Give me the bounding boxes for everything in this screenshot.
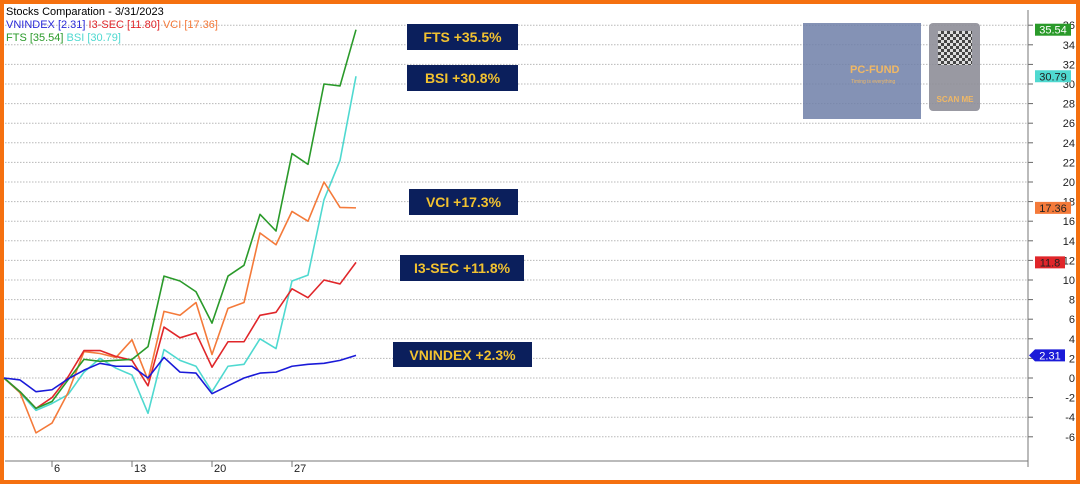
y-tick-label: 34 xyxy=(1063,40,1075,52)
pc-fund-logo xyxy=(803,23,921,119)
legend-bsi: BSI [30.79] xyxy=(66,32,121,44)
last-value-tag xyxy=(1035,23,1071,36)
series-line-fts xyxy=(3,29,357,410)
last-value-label: 30.79 xyxy=(1039,71,1067,83)
x-tick-label: 6 xyxy=(54,463,60,475)
series-line-vnindex xyxy=(3,354,357,395)
y-tick-label: 6 xyxy=(1069,314,1075,326)
legend-row-2: FTS [35.54] BSI [30.79] xyxy=(6,32,121,45)
last-value-tag xyxy=(1035,256,1065,269)
series-line-vci xyxy=(3,181,357,434)
y-tick-label: 10 xyxy=(1063,275,1075,287)
chart-title: Stocks Comparation - 3/31/2023 xyxy=(6,6,164,18)
y-tick-label: 4 xyxy=(1069,334,1075,346)
y-tick-label: 8 xyxy=(1069,295,1075,307)
last-value-label: 35.54 xyxy=(1039,25,1067,37)
y-tick-label: 16 xyxy=(1063,216,1075,228)
y-tick-label: 20 xyxy=(1063,177,1075,189)
annotation-fts: FTS +35.5% xyxy=(407,24,518,50)
series-line-bsi xyxy=(3,76,357,415)
legend-vnindex: VNINDEX [2.31] xyxy=(6,19,86,31)
legend-i3sec: I3-SEC [11.80] xyxy=(88,19,160,31)
x-tick-label: 27 xyxy=(294,463,306,475)
y-tick-label: 0 xyxy=(1069,373,1075,385)
y-tick-label: -6 xyxy=(1065,432,1075,444)
annotation-vci: VCI +17.3% xyxy=(409,189,518,215)
logo-brand: PC-FUND xyxy=(850,64,900,76)
last-value-tag xyxy=(1035,201,1071,214)
annotation-bsi: BSI +30.8% xyxy=(407,65,518,91)
y-tick-label: -4 xyxy=(1065,412,1075,424)
y-tick-label: 24 xyxy=(1063,138,1075,150)
y-tick-label: 32 xyxy=(1063,59,1075,71)
y-tick-label: 28 xyxy=(1063,99,1075,111)
annotation-vnindex: VNINDEX +2.3% xyxy=(393,342,532,367)
last-value-label: 11.8 xyxy=(1040,257,1061,269)
legend-vci: VCI [17.36] xyxy=(162,19,218,31)
last-value-tag xyxy=(1035,70,1071,83)
last-value-label: 2.31 xyxy=(1039,350,1060,362)
last-value-label: 17.36 xyxy=(1039,203,1067,215)
last-value-tag xyxy=(1029,349,1065,362)
x-tick-label: 13 xyxy=(134,463,146,475)
y-tick-label: 14 xyxy=(1063,236,1075,248)
legend-row-1: VNINDEX [2.31] I3-SEC [11.80] VCI [17.36… xyxy=(6,19,218,32)
x-tick-label: 20 xyxy=(214,463,226,475)
annotation-i3sec: I3-SEC +11.8% xyxy=(400,255,524,281)
series-line-i3-sec xyxy=(3,261,357,410)
y-tick-label: -2 xyxy=(1065,393,1075,405)
logo-tagline: Timing is everything xyxy=(851,79,896,85)
y-tick-label: 2 xyxy=(1069,353,1075,365)
y-tick-label: 12 xyxy=(1063,255,1075,267)
y-tick-label: 22 xyxy=(1063,157,1075,169)
qr-code-icon xyxy=(938,31,972,65)
qr-scan-label: SCAN ME xyxy=(936,95,974,104)
legend-fts: FTS [35.54] xyxy=(6,32,64,44)
y-tick-label: 26 xyxy=(1063,118,1075,130)
